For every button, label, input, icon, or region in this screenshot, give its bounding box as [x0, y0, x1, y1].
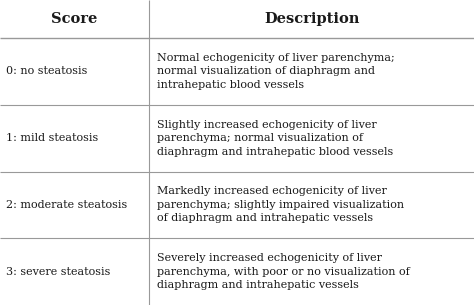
Text: Score: Score — [52, 12, 98, 26]
Text: Severely increased echogenicity of liver
parenchyma, with poor or no visualizati: Severely increased echogenicity of liver… — [157, 253, 410, 290]
Text: 3: severe steatosis: 3: severe steatosis — [6, 267, 110, 277]
Text: Slightly increased echogenicity of liver
parenchyma; normal visualization of
dia: Slightly increased echogenicity of liver… — [157, 120, 393, 157]
Text: 0: no steatosis: 0: no steatosis — [6, 66, 87, 76]
Text: 2: moderate steatosis: 2: moderate steatosis — [6, 200, 127, 210]
Text: 1: mild steatosis: 1: mild steatosis — [6, 133, 98, 143]
Text: Normal echogenicity of liver parenchyma;
normal visualization of diaphragm and
i: Normal echogenicity of liver parenchyma;… — [157, 53, 395, 90]
Text: Markedly increased echogenicity of liver
parenchyma; slightly impaired visualiza: Markedly increased echogenicity of liver… — [157, 186, 404, 224]
Text: Description: Description — [264, 12, 359, 26]
